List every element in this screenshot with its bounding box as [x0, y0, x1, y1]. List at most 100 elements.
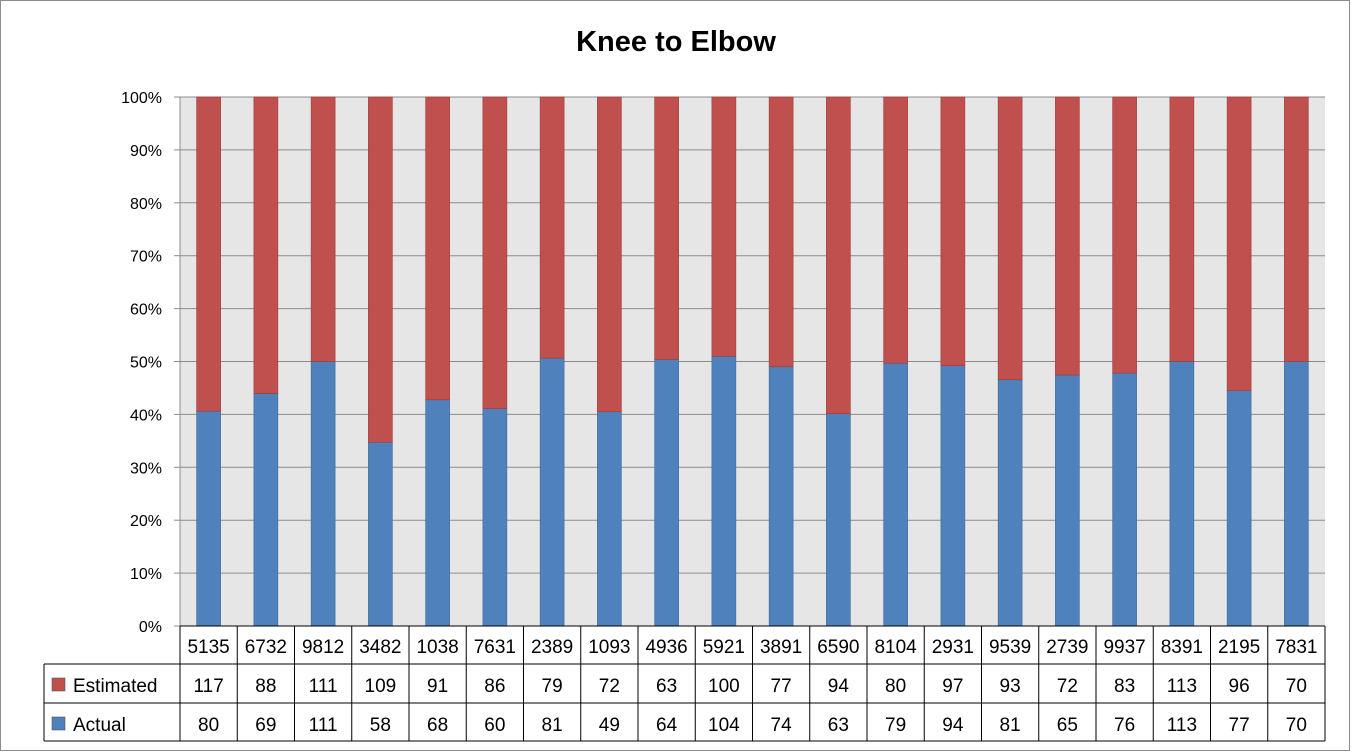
bar-actual-8391 — [1169, 361, 1195, 627]
data-label-estimated: 91 — [427, 676, 448, 697]
legend-key-actual — [51, 716, 66, 731]
y-tick-label: 10% — [130, 566, 162, 583]
data-label-actual: 81 — [1000, 715, 1021, 736]
data-label-estimated: 63 — [656, 676, 677, 697]
bar-estimated-2739 — [1055, 96, 1080, 376]
data-label-actual: 58 — [370, 715, 391, 736]
data-label-estimated: 83 — [1114, 676, 1135, 697]
category-label: 2931 — [932, 637, 974, 658]
legend-label-estimated: Estimated — [73, 676, 157, 697]
category-label: 9937 — [1103, 637, 1145, 658]
data-label-estimated: 70 — [1286, 676, 1307, 697]
bar-estimated-2195 — [1226, 96, 1252, 391]
y-tick-label: 80% — [130, 196, 162, 213]
data-label-actual: 49 — [599, 715, 620, 736]
data-label-estimated: 111 — [309, 676, 338, 697]
bar-actual-6590 — [826, 413, 851, 627]
data-label-actual: 77 — [1229, 715, 1250, 736]
data-label-estimated: 77 — [771, 676, 792, 697]
bar-estimated-8104 — [883, 96, 908, 364]
bar-actual-5921 — [711, 356, 737, 627]
bars — [196, 96, 1309, 627]
data-label-actual: 65 — [1057, 715, 1078, 736]
bar-estimated-9812 — [310, 96, 336, 362]
data-label-estimated: 80 — [885, 676, 906, 697]
data-label-estimated: 94 — [828, 676, 850, 697]
data-label-estimated: 72 — [599, 676, 620, 697]
bar-estimated-2931 — [940, 96, 966, 366]
bar-estimated-3891 — [768, 96, 794, 368]
bar-estimated-7831 — [1284, 96, 1309, 362]
category-label: 9539 — [989, 637, 1031, 658]
bar-estimated-2389 — [539, 96, 565, 359]
bar-actual-4936 — [654, 359, 679, 627]
data-label-actual: 63 — [828, 715, 849, 736]
y-tick-label: 70% — [130, 249, 162, 266]
data-label-estimated: 88 — [255, 676, 276, 697]
y-tick-label: 50% — [130, 355, 162, 372]
data-label-estimated: 113 — [1167, 676, 1197, 697]
category-label: 1093 — [588, 637, 630, 658]
category-label: 3482 — [359, 637, 401, 658]
category-label: 7831 — [1275, 637, 1317, 658]
y-tick-label: 60% — [130, 302, 162, 319]
bar-actual-3891 — [768, 366, 794, 627]
category-label: 6732 — [245, 637, 287, 658]
data-label-estimated: 97 — [942, 676, 963, 697]
bar-actual-2389 — [539, 357, 565, 627]
bar-estimated-1093 — [597, 96, 622, 413]
category-label: 2389 — [531, 637, 573, 658]
bar-actual-1038 — [425, 399, 450, 627]
bar-actual-2739 — [1055, 374, 1080, 627]
category-label: 7631 — [474, 637, 516, 658]
bar-actual-5135 — [196, 410, 221, 627]
legend-label-actual: Actual — [73, 715, 126, 736]
y-axis: 0% 10% 20% 30% 40% 50% 60% 70% 80% 90% 100% — [121, 90, 181, 636]
category-label: 1038 — [416, 637, 458, 658]
bar-actual-7631 — [482, 408, 508, 627]
category-label: 8104 — [874, 637, 917, 658]
bar-actual-9812 — [310, 361, 336, 627]
data-label-actual: 79 — [885, 715, 906, 736]
bar-estimated-6590 — [826, 96, 851, 415]
bar-estimated-6732 — [253, 96, 279, 394]
category-label: 9812 — [302, 637, 344, 658]
data-label-actual: 94 — [942, 715, 964, 736]
category-label: 2739 — [1046, 637, 1088, 658]
data-table: 5135 117 80 6732 88 69 9812 111 111 3482 109 58 1038… — [43, 625, 1326, 742]
category-label: 6590 — [817, 637, 859, 658]
chart-title: Knee to Elbow — [576, 26, 776, 58]
data-label-actual: 111 — [309, 715, 338, 736]
data-label-estimated: 117 — [193, 676, 223, 697]
bar-actual-8104 — [883, 362, 908, 627]
data-label-estimated: 109 — [365, 676, 397, 697]
category-label: 5135 — [187, 637, 229, 658]
bar-actual-6732 — [253, 393, 279, 627]
bar-estimated-9539 — [997, 96, 1023, 381]
data-label-actual: 70 — [1286, 715, 1307, 736]
bar-actual-1093 — [597, 411, 622, 627]
data-label-actual: 80 — [198, 715, 219, 736]
bar-actual-9539 — [997, 379, 1023, 627]
data-label-estimated: 96 — [1229, 676, 1250, 697]
data-label-actual: 76 — [1114, 715, 1135, 736]
data-label-actual: 60 — [484, 715, 505, 736]
data-label-actual: 81 — [542, 715, 563, 736]
data-label-actual: 74 — [771, 715, 793, 736]
y-tick-label: 20% — [130, 513, 162, 530]
y-tick-label: 100% — [121, 90, 162, 107]
data-label-actual: 69 — [255, 715, 276, 736]
y-tick-label: 40% — [130, 407, 162, 424]
legend-key-estimated — [51, 677, 66, 692]
y-tick-label: 90% — [130, 143, 162, 160]
category-label: 5921 — [703, 637, 745, 658]
bar-estimated-3482 — [368, 96, 393, 443]
bar-actual-2195 — [1226, 390, 1252, 627]
bar-actual-3482 — [368, 441, 393, 627]
bar-estimated-1038 — [425, 96, 450, 401]
bar-estimated-7631 — [482, 96, 508, 409]
bar-estimated-9937 — [1112, 96, 1137, 374]
y-tick-label: 0% — [139, 619, 162, 636]
y-tick-label: 30% — [130, 460, 162, 477]
